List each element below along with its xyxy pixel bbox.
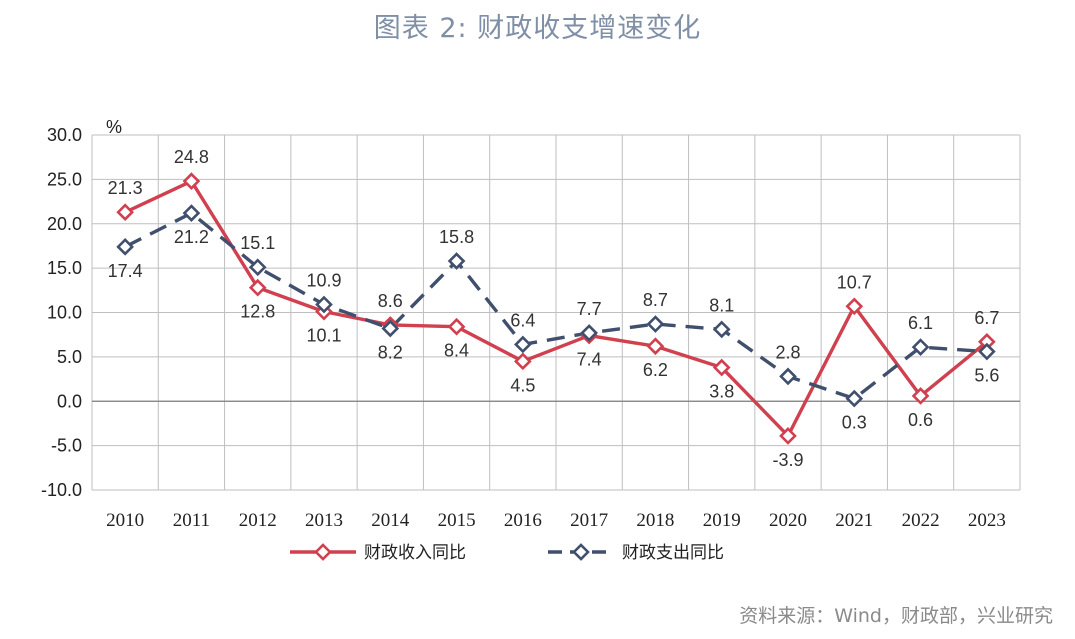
marker-revenue: [712, 358, 731, 377]
x-tick-label: 2015: [438, 510, 476, 531]
marker-expenditure: [116, 237, 134, 256]
x-tick-label: 2016: [504, 510, 542, 531]
x-tick-label: 2019: [703, 510, 741, 531]
y-tick-label: 0.0: [57, 391, 82, 411]
data-label-revenue: 8.4: [444, 341, 469, 361]
data-label-revenue: 7.4: [577, 350, 602, 370]
source-note: 资料来源：Wind，财政部，兴业研究: [739, 605, 1053, 627]
legend-revenue-marker: [314, 543, 332, 561]
x-tick-label: 2013: [305, 510, 343, 531]
legend: 财政收入同比 财政支出同比: [290, 543, 724, 563]
axes: 30.0 25.0 20.0 15.0 10.0 5.0 0.0 -5.0 -10.0% 2010…: [41, 117, 1020, 531]
legend-revenue-label: 财政收入同比: [364, 543, 466, 563]
y-tick-label: 25.0: [47, 169, 82, 189]
data-label-expenditure: 8.7: [643, 290, 668, 310]
data-label-revenue: 21.3: [108, 178, 143, 198]
marker-expenditure: [514, 335, 532, 354]
data-label-expenditure: 17.4: [108, 261, 143, 281]
marker-revenue: [447, 317, 466, 336]
series-lines: [124, 179, 988, 438]
marker-expenditure: [447, 252, 466, 270]
data-labels: 21.3 24.8 12.8 10.1 8.6 8.4 4.5 7.4 6.2 3.8 -3.9 10…: [108, 147, 1000, 470]
y-tick-label: 30.0: [47, 125, 82, 145]
data-label-expenditure: 15.8: [439, 227, 474, 247]
x-tick-label: 2014: [371, 510, 410, 531]
data-label-revenue: 12.8: [240, 302, 275, 322]
x-tick-label: 2010: [106, 510, 144, 531]
legend-expenditure-marker: [572, 543, 590, 561]
data-label-expenditure: 2.8: [775, 342, 800, 362]
y-tick-label: -5.0: [51, 436, 82, 456]
marker-expenditure: [248, 258, 267, 277]
y-axis-unit: %: [106, 117, 122, 137]
y-tick-label: 15.0: [47, 258, 82, 278]
x-tick-label: 2017: [570, 510, 608, 531]
marker-revenue: [514, 352, 532, 371]
data-label-expenditure: 0.3: [842, 413, 867, 433]
chart-title: 图表 2: 财政收支增速变化: [373, 13, 702, 44]
marker-revenue: [248, 278, 267, 297]
y-tick-label: 20.0: [47, 214, 82, 234]
marker-expenditure: [381, 319, 400, 338]
y-tick-label: 10.0: [47, 303, 82, 323]
marker-revenue: [182, 172, 201, 190]
x-tick-label: 2022: [902, 510, 940, 531]
marker-expenditure: [911, 338, 930, 356]
data-label-expenditure: 5.6: [974, 366, 999, 386]
marker-expenditure: [845, 389, 864, 408]
x-tick-label: 2012: [239, 510, 277, 531]
data-label-revenue: 10.1: [306, 326, 341, 346]
data-label-expenditure: 8.2: [378, 342, 403, 362]
x-tick-label: 2011: [173, 510, 210, 531]
gridlines: [91, 134, 1021, 491]
data-label-expenditure: 7.7: [577, 299, 602, 319]
data-label-revenue: 10.7: [837, 272, 872, 292]
series-line-revenue: [124, 179, 988, 438]
marker-expenditure: [712, 320, 731, 339]
legend-expenditure-label: 财政支出同比: [622, 543, 724, 563]
data-label-revenue: -3.9: [772, 450, 803, 470]
marker-revenue: [646, 337, 665, 356]
marker-expenditure: [315, 295, 333, 314]
data-label-expenditure: 8.1: [709, 295, 734, 315]
x-tick-label: 2020: [769, 510, 807, 531]
marker-revenue: [779, 427, 797, 445]
marker-expenditure: [779, 367, 797, 386]
data-label-expenditure: 6.4: [510, 310, 535, 330]
x-tick-label: 2021: [835, 510, 873, 531]
data-label-revenue: 3.8: [709, 382, 734, 402]
data-label-revenue: 0.6: [908, 410, 933, 430]
marker-expenditure: [978, 342, 996, 361]
y-tick-label: -10.0: [41, 480, 82, 500]
x-tick-label: 2023: [968, 510, 1006, 531]
y-tick-label: 5.0: [57, 347, 82, 367]
data-label-revenue: 6.2: [643, 360, 668, 380]
data-label-revenue: 4.5: [510, 375, 535, 395]
data-label-revenue: 24.8: [174, 147, 209, 167]
data-label-expenditure: 6.1: [908, 313, 933, 333]
marker-expenditure: [580, 324, 598, 342]
data-label-revenue: 6.7: [974, 308, 999, 328]
marker-revenue: [911, 387, 930, 405]
marker-expenditure: [646, 315, 665, 333]
x-tick-label: 2018: [636, 510, 674, 531]
data-label-expenditure: 15.1: [240, 233, 275, 253]
marker-expenditure: [182, 204, 201, 222]
series-line-expenditure: [124, 211, 987, 401]
data-label-expenditure: 21.2: [174, 227, 209, 247]
data-label-revenue: 8.6: [378, 291, 403, 311]
marker-revenue: [116, 203, 134, 222]
series-markers: [116, 172, 996, 445]
data-label-expenditure: 10.9: [306, 271, 341, 291]
marker-revenue: [845, 297, 864, 316]
